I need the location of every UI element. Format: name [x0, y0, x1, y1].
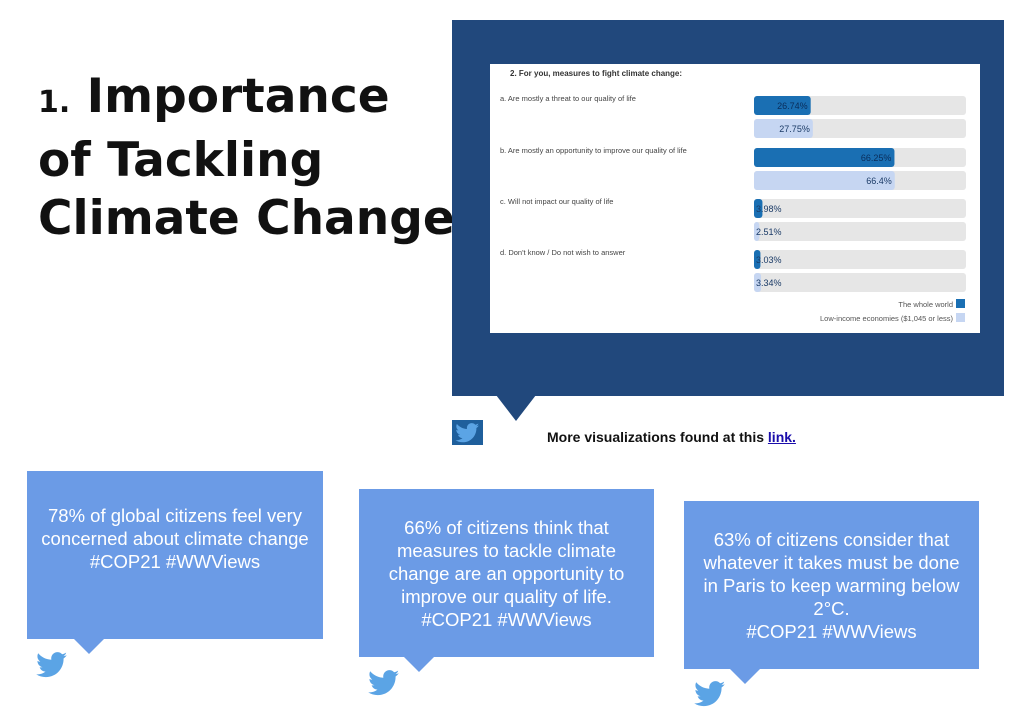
tweet-card-1[interactable]: 78% of global citizens feel very concern…: [27, 471, 323, 639]
category-label: a. Are mostly a threat to our quality of…: [500, 94, 636, 103]
survey-chart-svg: 2. For you, measures to fight climate ch…: [500, 69, 966, 323]
survey-chart: 2. For you, measures to fight climate ch…: [490, 64, 980, 333]
chart-panel-pointer: [496, 395, 536, 421]
twitter-bird-icon: [368, 670, 400, 696]
bar-value-label: 66.4%: [866, 176, 892, 186]
twitter-bird-icon: [36, 652, 68, 678]
twitter-bird-icon: [694, 681, 726, 707]
tweet-card-3[interactable]: 63% of citizens consider that whatever i…: [684, 501, 979, 669]
tweet-1-twitter-icon-wrap[interactable]: [36, 652, 68, 683]
tweet-card-3-pointer: [730, 669, 760, 684]
bar-low-income: [754, 119, 813, 138]
more-visualizations-text: More visualizations found at this link.: [547, 429, 796, 445]
legend-swatch: [956, 313, 965, 322]
chart-title: 2. For you, measures to fight climate ch…: [510, 69, 682, 78]
bar-value-label: 26.74%: [777, 101, 808, 111]
bar-low-income: [754, 171, 895, 190]
bar-track: [754, 222, 966, 241]
bar-value-label: 66.25%: [861, 153, 892, 163]
bar-track: [754, 199, 966, 218]
legend-label: Low-income economies ($1,045 or less): [820, 314, 953, 323]
tweet-text-3: 63% of citizens consider that whatever i…: [703, 528, 960, 642]
bar-world: [754, 96, 811, 115]
more-visualizations-label: More visualizations found at this: [547, 429, 765, 445]
bar-value-label: 3.34%: [756, 278, 782, 288]
tweet-card-2-pointer: [404, 657, 434, 672]
page-title: 1. Importance of Tackling Climate Change: [38, 68, 458, 248]
tweet-2-twitter-icon-wrap[interactable]: [368, 670, 400, 701]
bar-world: [754, 148, 895, 167]
tweet-text-2: 66% of citizens think that measures to t…: [388, 516, 625, 630]
twitter-bird-icon: [455, 422, 480, 442]
category-label: c. Will not impact our quality of life: [500, 197, 613, 206]
legend-swatch: [956, 299, 965, 308]
tweet-text-1: 78% of global citizens feel very concern…: [41, 504, 309, 572]
bar-world: [754, 199, 763, 218]
bar-world: [754, 250, 761, 269]
legend-label: The whole world: [898, 300, 953, 309]
bar-value-label: 3.03%: [756, 255, 782, 265]
bar-track: [754, 250, 966, 269]
bar-low-income: [754, 222, 760, 241]
tweet-card-1-pointer: [74, 639, 104, 654]
category-label: b. Are mostly an opportunity to improve …: [500, 146, 687, 155]
title-number: 1.: [38, 85, 71, 120]
bar-value-label: 3.98%: [756, 204, 782, 214]
twitter-icon-box[interactable]: [452, 420, 483, 445]
bar-track: [754, 273, 966, 292]
tweet-3-twitter-icon-wrap[interactable]: [694, 681, 726, 712]
visualizations-link[interactable]: link.: [767, 429, 796, 445]
title-text: Importance of Tackling Climate Change: [38, 69, 455, 246]
tweet-card-2[interactable]: 66% of citizens think that measures to t…: [359, 489, 654, 657]
category-label: d. Don't know / Do not wish to answer: [500, 248, 626, 257]
bar-value-label: 2.51%: [756, 227, 782, 237]
bar-value-label: 27.75%: [779, 124, 810, 134]
bar-low-income: [754, 273, 762, 292]
